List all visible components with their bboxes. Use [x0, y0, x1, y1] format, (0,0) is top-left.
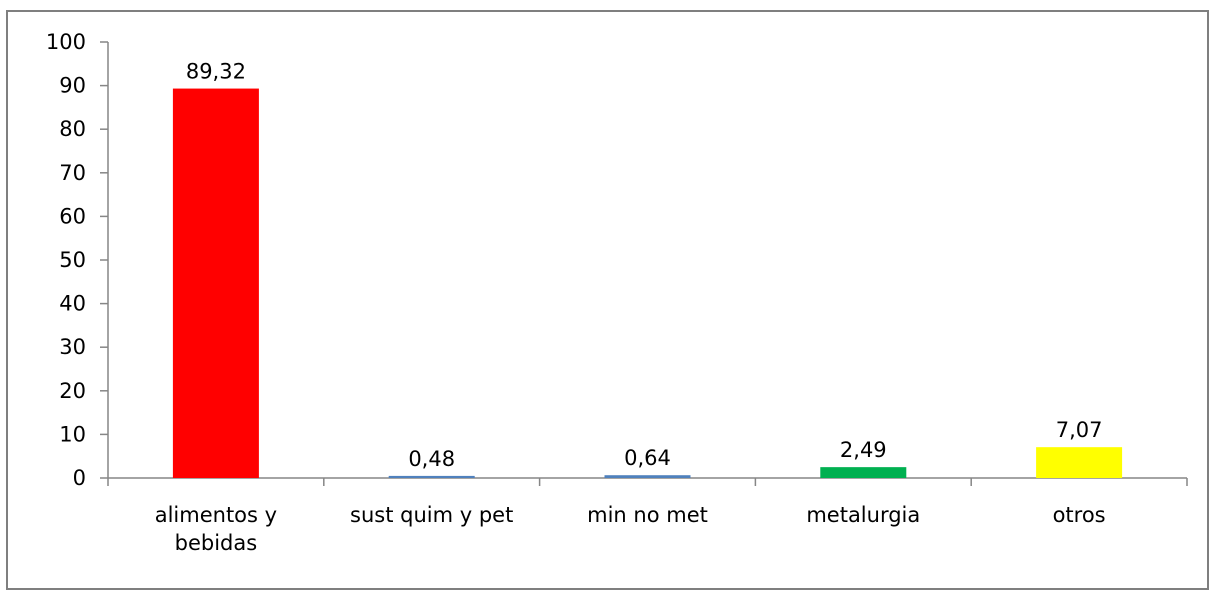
y-tick-label: 90: [59, 74, 86, 98]
y-tick-label: 20: [59, 379, 86, 403]
y-tick-label: 70: [59, 161, 86, 185]
y-axis: 0 10 20 30 40 50 60 70 80 90 100: [46, 30, 109, 490]
x-category-label: metalurgia: [806, 503, 920, 527]
data-label: 2,49: [840, 438, 887, 462]
x-category-label: alimentos y: [155, 503, 277, 527]
data-labels: 89,32 0,48 0,64 2,49 7,07: [186, 60, 1103, 471]
x-axis: [107, 477, 1188, 486]
bar: [172, 88, 259, 479]
bar-chart: 0 10 20 30 40 50 60 70 80 90 100 89,32 0,48 0,64 2,49…: [46, 30, 1188, 555]
y-tick-label: 100: [46, 30, 86, 54]
category-labels: alimentos y bebidas sust quim y pet min no …: [155, 503, 1106, 555]
bar: [1036, 447, 1123, 478]
data-label: 0,64: [624, 446, 671, 470]
x-category-label: min no met: [587, 503, 708, 527]
bar: [388, 475, 475, 478]
bar: [604, 475, 691, 478]
x-category-label: bebidas: [175, 531, 258, 555]
y-tick-label: 0: [73, 466, 86, 490]
y-tick-label: 60: [59, 204, 86, 228]
x-category-label: sust quim y pet: [350, 503, 513, 527]
x-category-label: otros: [1053, 503, 1106, 527]
data-label: 7,07: [1056, 418, 1103, 442]
bars: [172, 88, 1123, 479]
bar: [820, 467, 907, 478]
data-label: 89,32: [186, 60, 246, 84]
y-tick-label: 30: [59, 335, 86, 359]
y-tick-label: 80: [59, 117, 86, 141]
y-tick-label: 10: [59, 422, 86, 446]
data-label: 0,48: [408, 447, 455, 471]
y-tick-label: 40: [59, 292, 86, 316]
y-tick-label: 50: [59, 248, 86, 272]
